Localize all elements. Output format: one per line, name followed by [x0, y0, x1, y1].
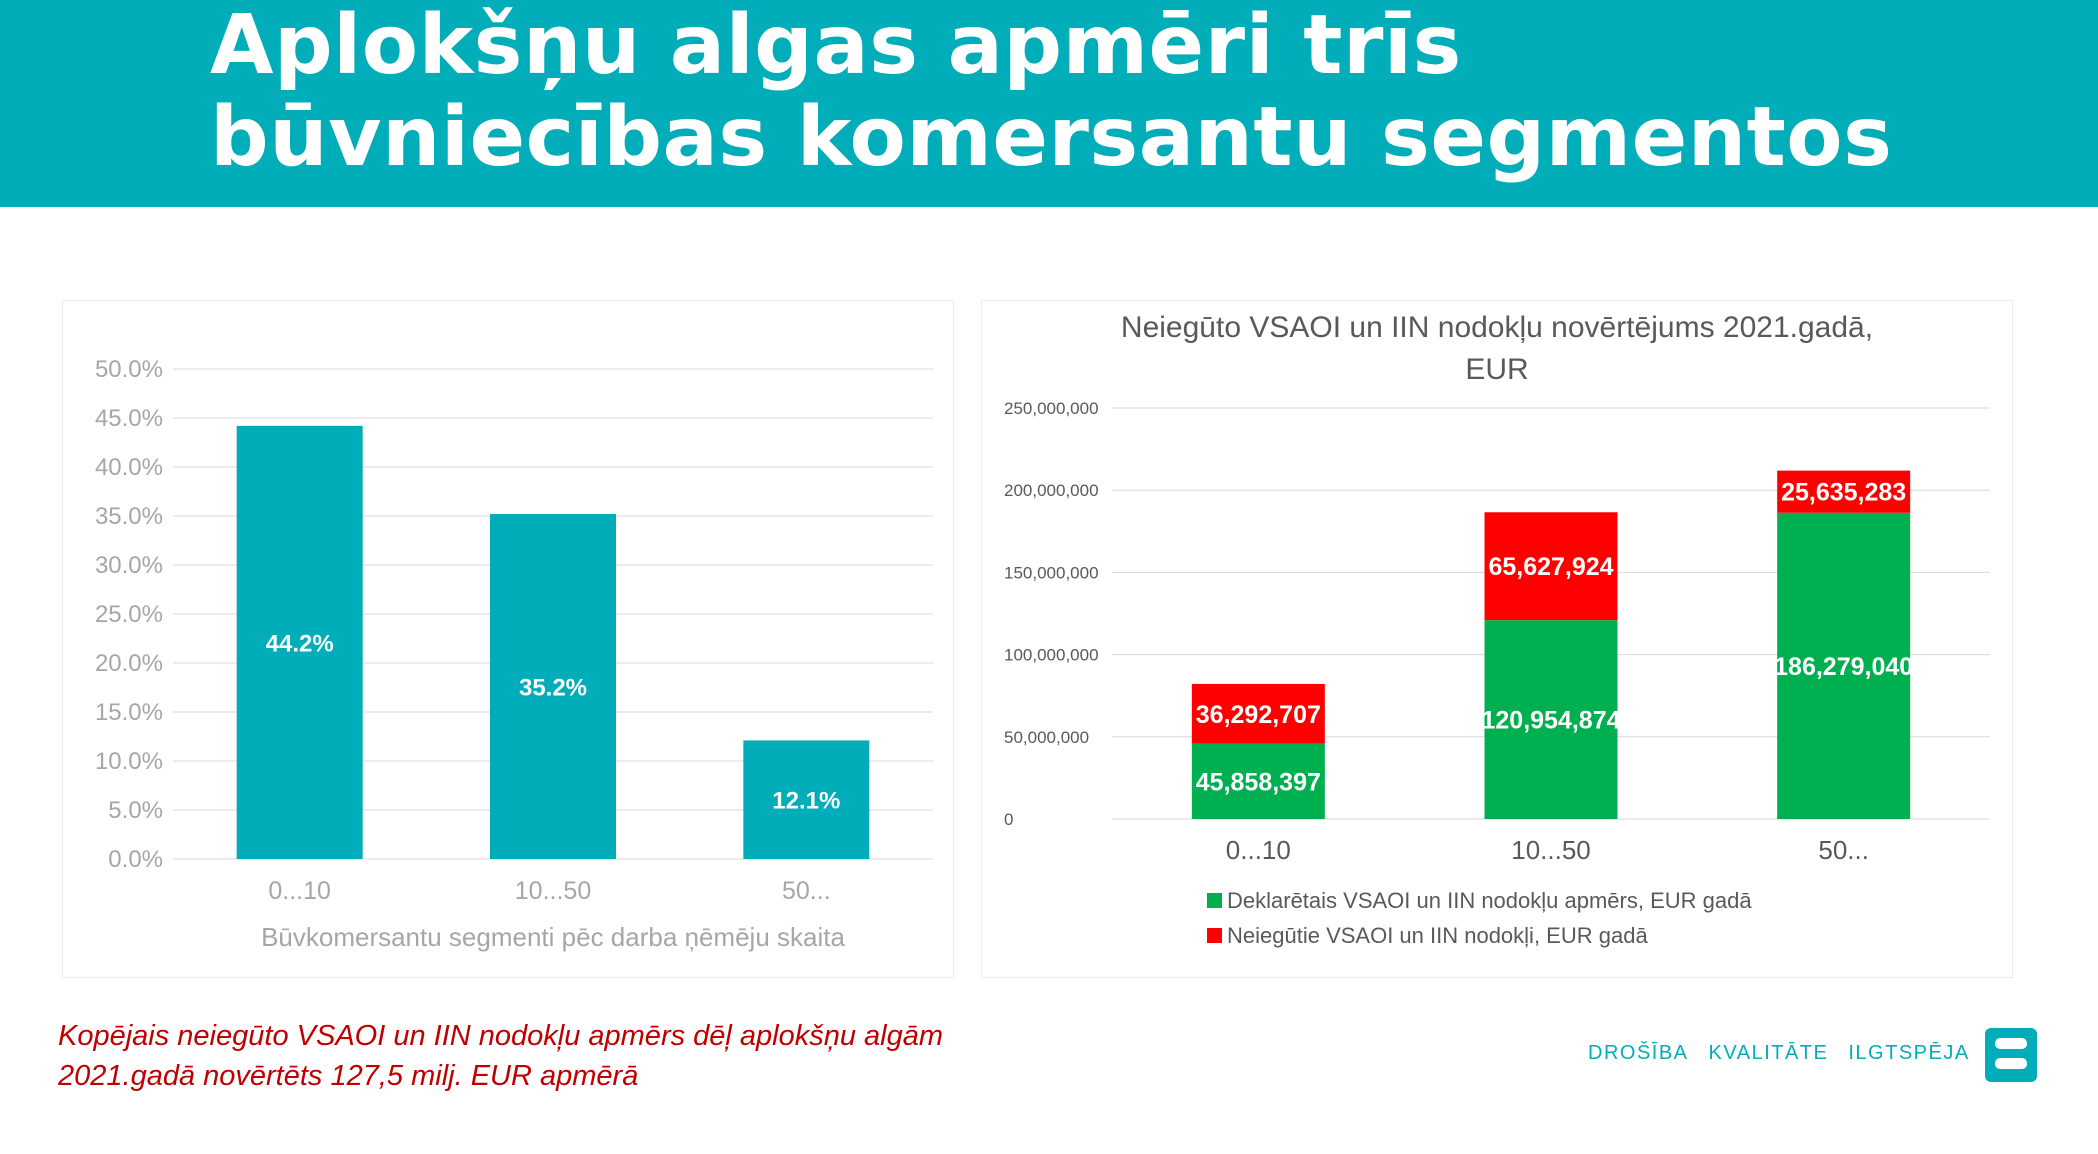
- y-tick-label: 50.0%: [95, 356, 163, 383]
- page-title-line-2: būvniecības komersantu segmentos: [210, 90, 1893, 185]
- y-tick-label: 200,000,000: [1004, 481, 1099, 500]
- bar: [236, 425, 363, 859]
- bar-data-label: 44.2%: [266, 630, 334, 657]
- y-tick-label: 15.0%: [95, 699, 163, 726]
- legend-label: Deklarētais VSAOI un IIN nodokļu apmērs,…: [1227, 888, 1752, 913]
- stacked-bar-segment: [1191, 743, 1325, 819]
- y-tick-label: 20.0%: [95, 650, 163, 677]
- y-tick-label: 35.0%: [95, 503, 163, 530]
- chart-title-line: Neiegūto VSAOI un IIN nodokļu novērtējum…: [1121, 311, 1873, 344]
- x-tick-label: 10...50: [515, 877, 591, 905]
- segment-share-bar-chart: 0.0% 5.0% 10.0% 15.0% 20.0% 25.0% 30.0% 35.0% 40…: [95, 356, 933, 952]
- tax-estimate-chart-panel: Neiegūto VSAOI un IIN nodokļu novērtējum…: [981, 300, 2013, 978]
- segment-data-label: 120,954,874: [1481, 707, 1620, 735]
- x-axis-title: Būvkomersantu segmenti pēc darba ņēmēju …: [261, 922, 845, 952]
- y-tick-label: 0.0%: [108, 846, 163, 873]
- stacked-bar-segment: [1777, 470, 1911, 513]
- bar: [490, 514, 616, 859]
- y-tick-label: 30.0%: [95, 552, 163, 579]
- stacked-bar-segment: [1777, 512, 1911, 819]
- y-tick-label: 100,000,000: [1004, 646, 1099, 665]
- brand-values: DROŠĪBA KVALITĀTE ILGTSPĒJA: [1588, 1042, 1970, 1065]
- tax-estimate-stacked-bar-chart: Neiegūto VSAOI un IIN nodokļu novērtējum…: [1004, 311, 1990, 948]
- y-tick-label: 50,000,000: [1004, 728, 1089, 747]
- bar-data-label: 12.1%: [772, 788, 840, 815]
- footnote-line-2: 2021.gadā novērtēts 127,5 milj. EUR apmē…: [58, 1060, 639, 1092]
- legend-swatch: [1207, 928, 1222, 943]
- x-tick-label: 0...10: [1226, 835, 1291, 865]
- legend-label: Neiegūtie VSAOI un IIN nodokļi, EUR gadā: [1227, 923, 1648, 948]
- bar: [743, 740, 870, 859]
- y-tick-label: 45.0%: [95, 405, 163, 432]
- segment-share-chart-panel: 0.0% 5.0% 10.0% 15.0% 20.0% 25.0% 30.0% 35.0% 40…: [62, 300, 954, 978]
- x-tick-label: 10...50: [1511, 835, 1591, 865]
- stacked-bar-segment: [1191, 683, 1325, 744]
- page-title-line-1: Aplokšņu algas apmēri trīs: [210, 0, 1462, 93]
- stacked-bar-segment: [1484, 512, 1618, 621]
- segment-data-label: 186,279,040: [1774, 653, 1913, 681]
- segment-data-label: 36,292,707: [1196, 701, 1321, 729]
- stacked-bar-segment: [1484, 620, 1618, 819]
- x-tick-label: 0...10: [268, 877, 331, 905]
- y-tick-label: 25.0%: [95, 601, 163, 628]
- stacked-bars-logo-icon: [1985, 1028, 2037, 1082]
- footnote-line-1: Kopējais neiegūto VSAOI un IIN nodokļu a…: [58, 1020, 944, 1052]
- y-tick-label: 40.0%: [95, 454, 163, 481]
- x-tick-label: 50...: [782, 877, 831, 905]
- legend-swatch: [1207, 893, 1222, 908]
- y-tick-label: 5.0%: [108, 797, 163, 824]
- bar-data-label: 35.2%: [519, 675, 587, 702]
- brand-word-safety: DROŠĪBA: [1588, 1042, 1689, 1064]
- brand-word-sustainability: ILGTSPĒJA: [1848, 1042, 1970, 1064]
- y-tick-label: 10.0%: [95, 748, 163, 775]
- x-tick-label: 50...: [1818, 835, 1869, 865]
- y-tick-label: 0: [1004, 810, 1013, 829]
- header-banner: Aplokšņu algas apmēri trīs būvniecības k…: [0, 0, 2098, 207]
- y-tick-label: 250,000,000: [1004, 399, 1099, 418]
- chart-title-line: EUR: [1465, 353, 1528, 386]
- segment-data-label: 25,635,283: [1781, 479, 1906, 507]
- y-tick-label: 150,000,000: [1004, 563, 1099, 582]
- segment-data-label: 45,858,397: [1196, 768, 1321, 796]
- brand-word-quality: KVALITĀTE: [1708, 1042, 1829, 1064]
- segment-data-label: 65,627,924: [1488, 553, 1613, 581]
